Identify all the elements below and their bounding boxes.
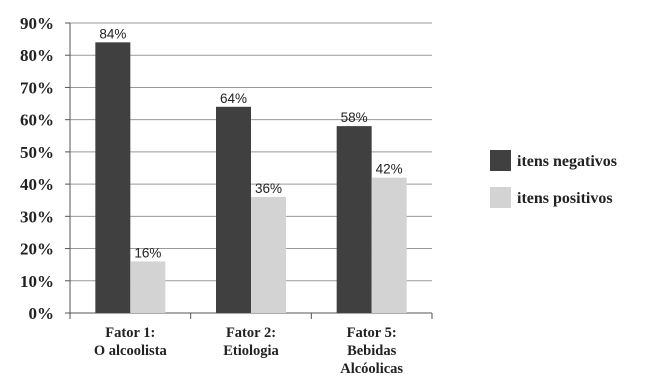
x-tick-label: Fator 1: O alcoolista [94, 325, 168, 359]
y-tick-label: 60% [20, 111, 54, 130]
y-tick-label: 90% [20, 14, 54, 33]
data-label: 42% [376, 162, 403, 177]
legend-swatch [490, 187, 511, 208]
bar [336, 126, 372, 313]
data-label: 84% [99, 26, 126, 41]
x-tick-label: Fator 2: Etiologia [223, 325, 279, 359]
y-tick-label: 80% [20, 46, 54, 65]
y-tick-label: 40% [20, 175, 54, 194]
legend-label: itens positivos [517, 190, 613, 207]
data-label: 36% [255, 181, 282, 196]
y-tick-label: 70% [20, 78, 54, 97]
bar [216, 106, 251, 314]
data-label: 64% [220, 91, 247, 106]
bar [251, 197, 286, 313]
bar [95, 42, 131, 313]
y-tick-label: 50% [20, 143, 54, 162]
data-label: 58% [341, 110, 368, 125]
bar [130, 261, 166, 313]
data-label: 16% [134, 245, 161, 260]
legend-swatch [490, 150, 511, 171]
y-tick-label: 10% [20, 272, 54, 291]
y-tick-label: 30% [20, 207, 54, 226]
legend-label: itens negativos [517, 153, 617, 170]
y-tick-label: 20% [20, 240, 54, 259]
bar [371, 177, 407, 313]
x-tick-label: Fator 5: Bebidas Alcóolicas [340, 325, 403, 377]
y-tick-label: 0% [29, 304, 55, 323]
